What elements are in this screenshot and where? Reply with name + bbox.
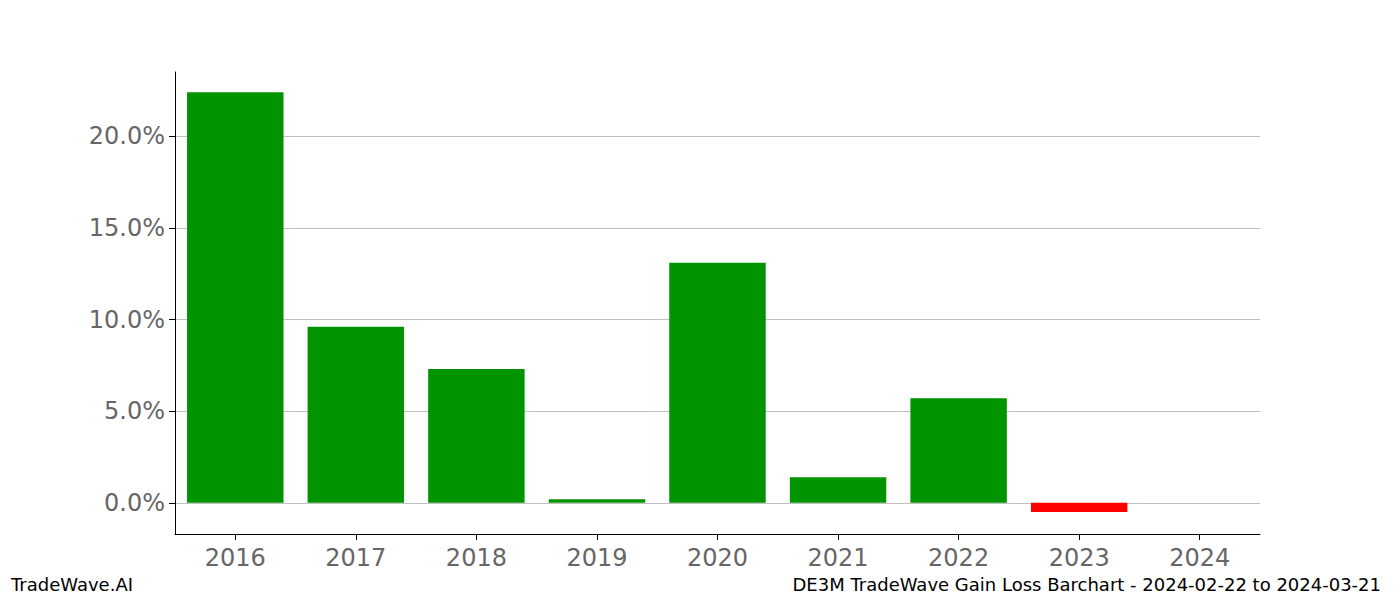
svg-text:2023: 2023 <box>1049 544 1110 572</box>
svg-text:2017: 2017 <box>325 544 386 572</box>
svg-text:2024: 2024 <box>1169 544 1230 572</box>
svg-text:2016: 2016 <box>205 544 266 572</box>
svg-text:2019: 2019 <box>566 544 627 572</box>
svg-text:20.0%: 20.0% <box>89 122 165 150</box>
svg-text:10.0%: 10.0% <box>89 306 165 334</box>
svg-text:5.0%: 5.0% <box>104 397 165 425</box>
svg-text:2020: 2020 <box>687 544 748 572</box>
svg-text:15.0%: 15.0% <box>89 214 165 242</box>
svg-text:DE3M TradeWave Gain Loss Barch: DE3M TradeWave Gain Loss Barchart - 2024… <box>793 574 1381 595</box>
svg-text:2018: 2018 <box>446 544 507 572</box>
svg-text:2021: 2021 <box>808 544 869 572</box>
svg-text:2022: 2022 <box>928 544 989 572</box>
svg-text:0.0%: 0.0% <box>104 489 165 517</box>
svg-text:TradeWave.AI: TradeWave.AI <box>10 574 133 595</box>
